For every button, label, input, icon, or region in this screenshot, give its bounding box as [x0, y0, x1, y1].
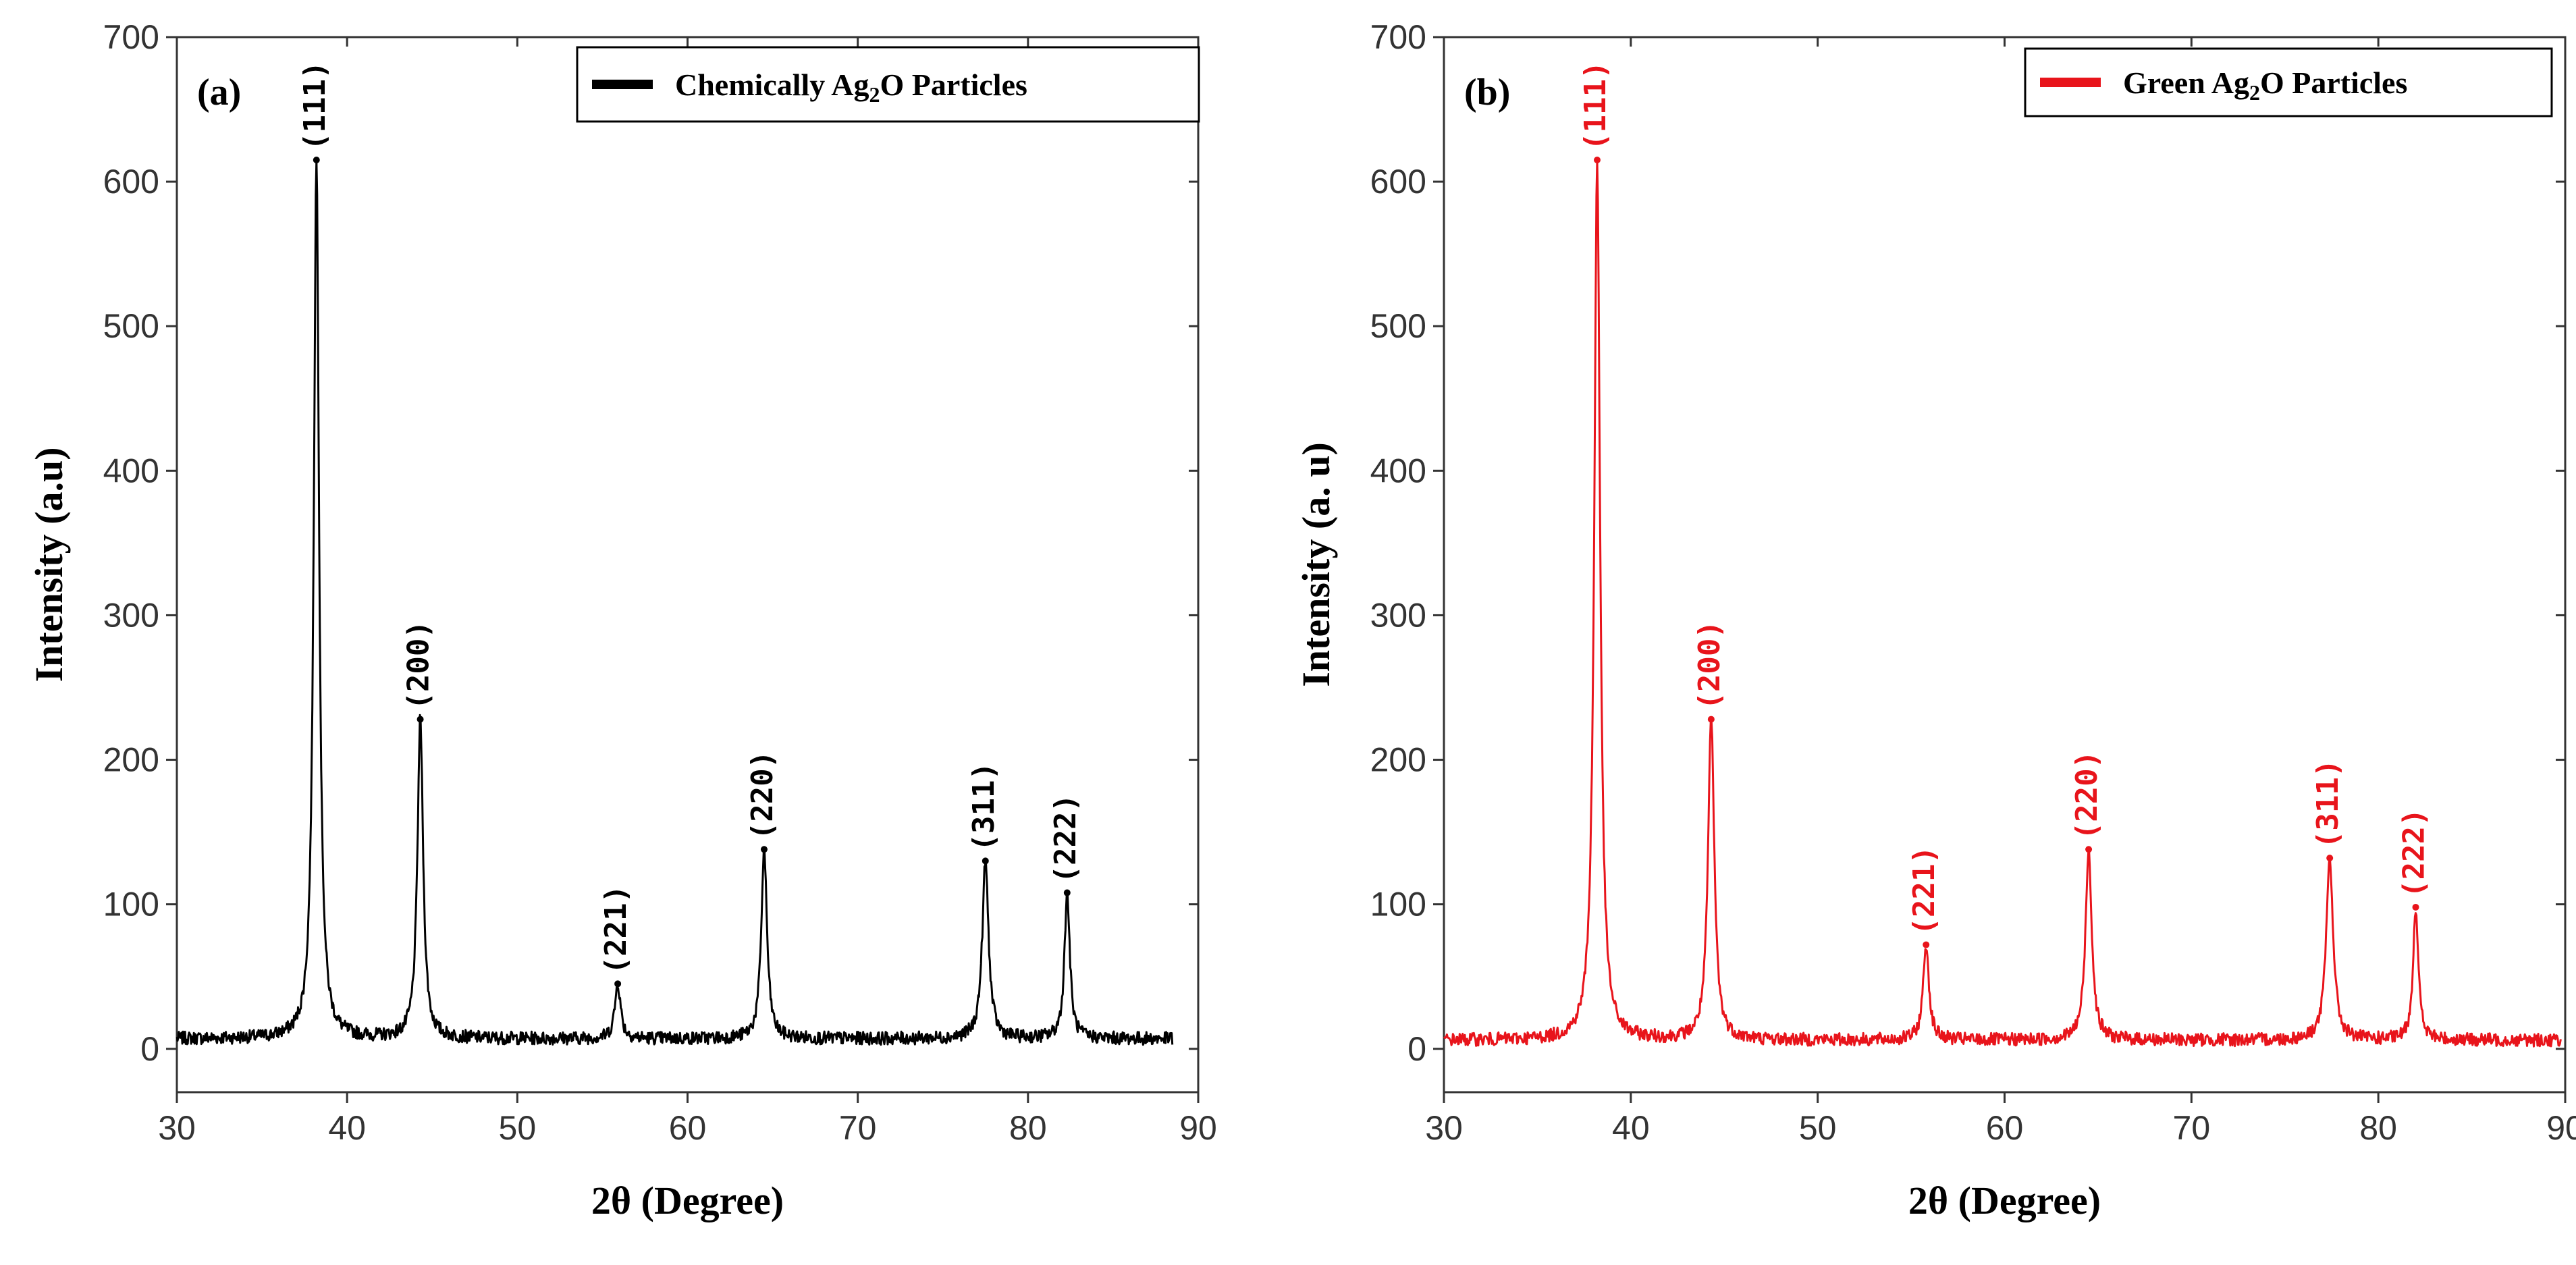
x-tick-label: 30	[158, 1109, 196, 1147]
y-tick-label: 300	[103, 596, 159, 634]
x-tick-label: 60	[1986, 1109, 2024, 1147]
y-tick-label: 200	[103, 741, 159, 779]
peak-marker	[614, 980, 622, 988]
peak-label: (111)	[1578, 61, 1613, 151]
peak-marker	[313, 156, 320, 163]
x-tick-label: 30	[1425, 1109, 1463, 1147]
peak-marker	[2326, 855, 2334, 862]
peak-label: (221)	[599, 885, 633, 974]
panel-label: (a)	[197, 72, 241, 113]
legend-box	[576, 46, 1200, 123]
legend-box	[2024, 47, 2553, 117]
y-axis-title: Intensity (a.u)	[27, 447, 71, 682]
xrd-pattern-line	[176, 159, 1174, 1046]
x-tick-label: 40	[328, 1109, 366, 1147]
y-tick-label: 0	[1407, 1030, 1426, 1068]
peak-label: (220)	[2070, 751, 2104, 840]
peak-label: (311)	[967, 762, 1001, 851]
y-tick-label: 200	[1370, 741, 1426, 779]
peak-label: (222)	[1048, 794, 1083, 883]
y-tick-label: 400	[1370, 452, 1426, 489]
x-tick-label: 80	[2359, 1109, 2397, 1147]
peak-marker	[1923, 941, 1930, 948]
x-tick-label: 90	[2546, 1109, 2576, 1147]
peak-marker	[417, 716, 424, 723]
x-tick-label: 70	[2173, 1109, 2211, 1147]
peak-marker	[1594, 156, 1601, 163]
legend-label: Green Ag2O Particles	[2123, 65, 2407, 105]
panel-label: (b)	[1464, 72, 1510, 113]
legend-text-subscript: 2	[2249, 80, 2260, 105]
x-tick-label: 80	[1009, 1109, 1047, 1147]
x-tick-label: 40	[1612, 1109, 1650, 1147]
peak-label: (200)	[402, 620, 436, 709]
peak-label: (311)	[2311, 759, 2345, 849]
y-tick-label: 600	[103, 163, 159, 200]
legend-label: Chemically Ag2O Particles	[675, 68, 1027, 107]
y-tick-label: 700	[103, 18, 159, 56]
x-tick-label: 60	[669, 1109, 707, 1147]
legend-text-suffix: O Particles	[880, 68, 1027, 102]
chart-panel-a: 0 100 200 300 400 500 600 700 30 40 50 60 70 80 90 2θ (…	[27, 18, 1217, 1222]
y-tick-label: 100	[103, 886, 159, 923]
chart-panel-b: 0 100 200 300 400 500 600 700 30 40 50 60 70 80 90 2θ (…	[1294, 18, 2576, 1222]
peak-label: (111)	[298, 61, 332, 151]
y-tick-label: 500	[1370, 307, 1426, 345]
peak-label: (200)	[1692, 620, 1727, 709]
y-tick-label: 300	[1370, 596, 1426, 634]
y-tick-label: 0	[140, 1030, 159, 1068]
y-tick-label: 700	[1370, 18, 1426, 56]
peak-label: (220)	[745, 751, 780, 840]
legend-text-subscript: 2	[869, 82, 880, 107]
peak-marker	[2085, 846, 2093, 853]
peak-marker	[1707, 716, 1715, 723]
xrd-pattern-line	[1443, 159, 2562, 1048]
peak-marker	[2412, 903, 2419, 911]
peak-label: (222)	[2397, 808, 2432, 897]
x-axis-title: 2θ (Degree)	[1908, 1179, 2101, 1222]
y-tick-label: 100	[1370, 886, 1426, 923]
legend-text-prefix: Chemically Ag	[675, 68, 869, 102]
x-tick-label: 70	[839, 1109, 877, 1147]
y-tick-label: 500	[103, 307, 159, 345]
x-tick-label: 50	[1799, 1109, 1837, 1147]
peak-label: (221)	[1907, 846, 1941, 935]
peak-marker	[1063, 889, 1071, 896]
y-tick-label: 400	[103, 452, 159, 489]
x-tick-label: 50	[499, 1109, 537, 1147]
x-axis-title: 2θ (Degree)	[591, 1179, 784, 1222]
legend-text-prefix: Green Ag	[2123, 65, 2249, 100]
legend-text-suffix: O Particles	[2260, 65, 2407, 100]
x-tick-label: 90	[1179, 1109, 1217, 1147]
y-axis-title: Intensity (a. u)	[1294, 442, 1338, 687]
peak-marker	[982, 857, 989, 865]
y-tick-label: 600	[1370, 163, 1426, 200]
peak-marker	[760, 846, 768, 853]
